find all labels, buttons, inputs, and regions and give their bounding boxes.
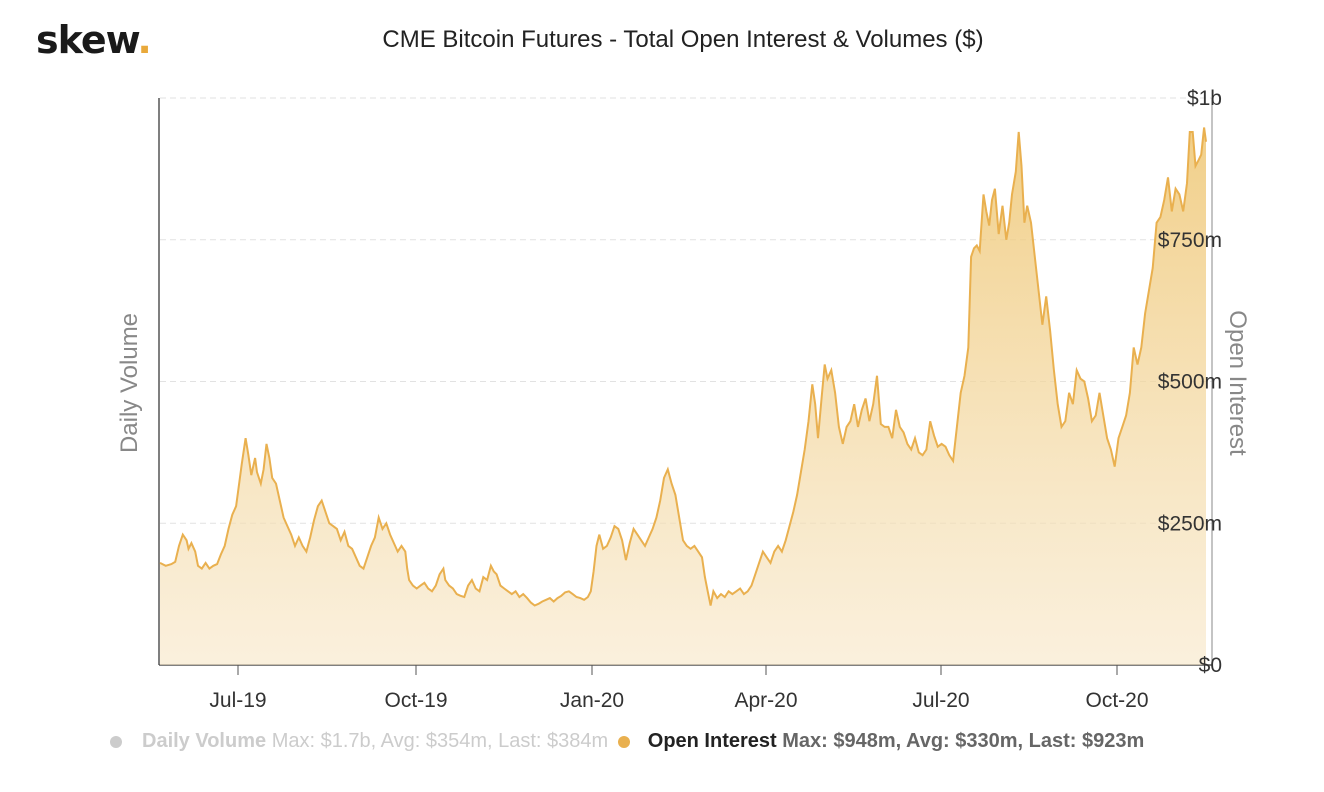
chart-title: CME Bitcoin Futures - Total Open Interes…	[382, 26, 984, 53]
x-tick-label: Jan-20	[560, 689, 624, 712]
legend-open-interest-stats: Max: $948m, Avg: $330m, Last: $923m	[782, 730, 1145, 752]
gridlines	[160, 97, 1212, 524]
x-tick-label: Jul-20	[912, 689, 969, 712]
legend-daily-volume-name[interactable]: Daily Volume	[142, 730, 267, 752]
y-tick-label: $750m	[1158, 229, 1222, 252]
x-tick-label: Apr-20	[734, 689, 797, 712]
legend: Daily Volume Max: $1.7b, Avg: $354m, Las…	[110, 730, 1144, 753]
y-axis-label-right: Open Interest	[1224, 310, 1251, 456]
open-interest-area	[160, 127, 1206, 665]
y-tick-label: $1b	[1187, 87, 1222, 110]
y-ticks: $0 $250m $500m $750m $1b	[1158, 87, 1222, 677]
y-axis-label-left: Daily Volume	[116, 313, 143, 453]
legend-marker-open-interest[interactable]	[617, 735, 630, 748]
legend-daily-volume-stats: Max: $1.7b, Avg: $354m, Last: $384m	[271, 730, 609, 752]
open-interest-line	[159, 127, 1207, 607]
legend-open-interest-name[interactable]: Open Interest	[647, 730, 777, 752]
x-tick-label: Oct-19	[384, 689, 447, 712]
x-ticks: Jul-19 Oct-19 Jan-20 Apr-20 Jul-20 Oct-20	[209, 665, 1149, 712]
y-tick-label: $250m	[1158, 512, 1222, 535]
chart-svg: Jul-19 Oct-19 Jan-20 Apr-20 Jul-20 Oct-20 $0$…	[116, 87, 1251, 712]
y-tick-label: $500m	[1158, 371, 1222, 394]
y-tick-label: $0	[1199, 654, 1222, 677]
skew-logo: skew.	[36, 18, 152, 62]
legend-marker-daily-volume[interactable]	[110, 735, 122, 748]
x-tick-label: Jul-19	[209, 689, 266, 712]
x-tick-label: Oct-20	[1085, 689, 1148, 712]
